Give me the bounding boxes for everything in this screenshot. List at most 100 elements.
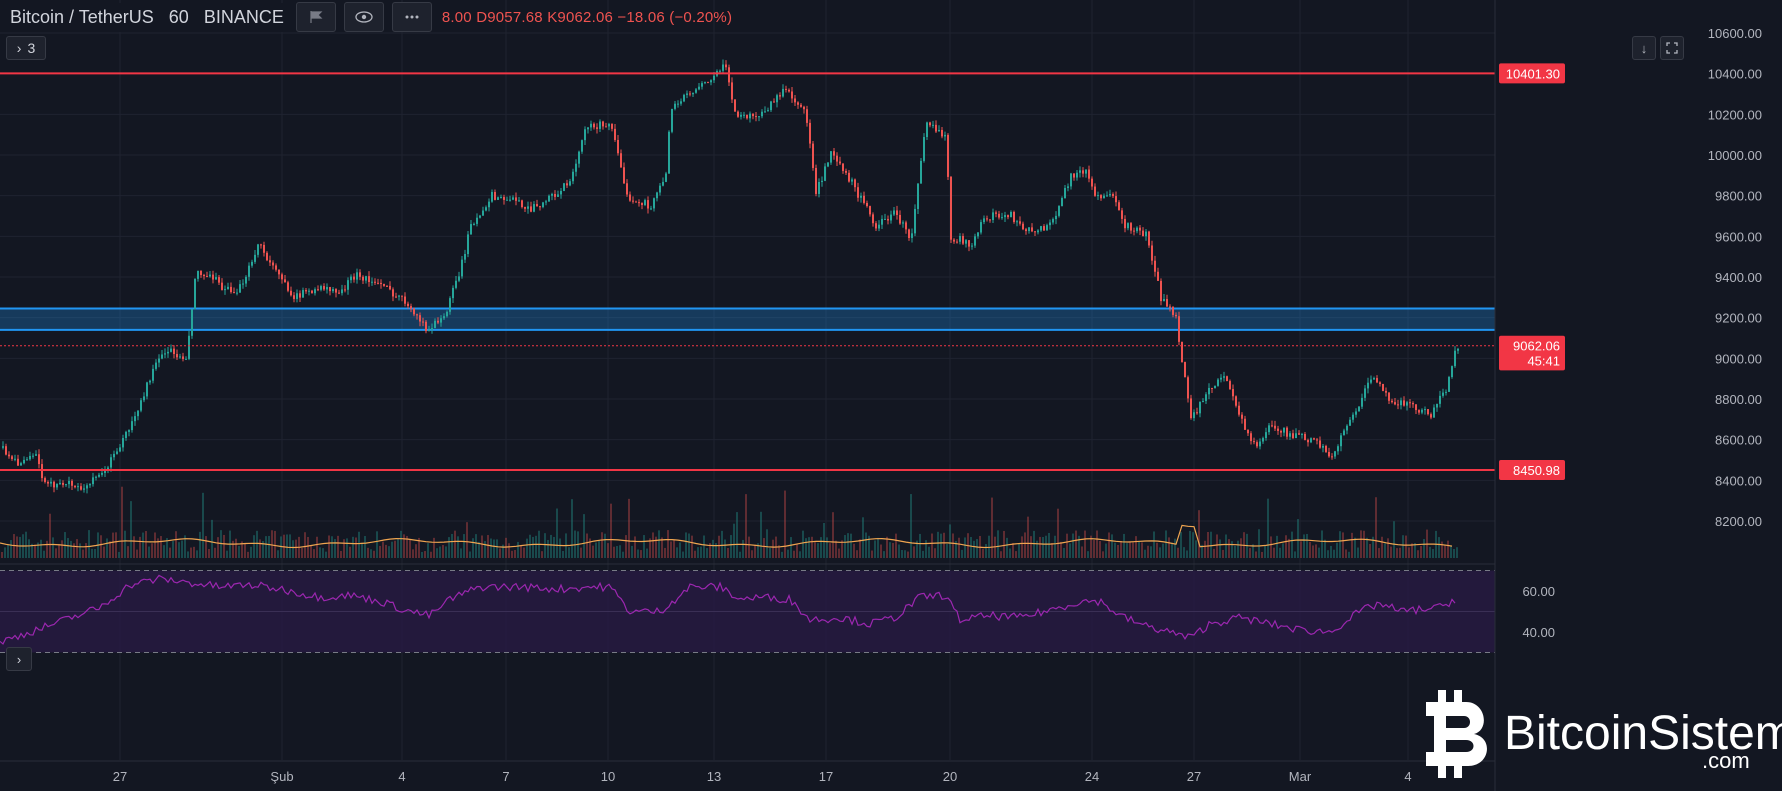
candle-body xyxy=(905,222,907,230)
volume-bar xyxy=(1333,549,1335,558)
volume-bar xyxy=(1039,536,1041,558)
volume-bar xyxy=(820,537,822,558)
candle-body xyxy=(485,207,487,211)
more-dots-icon[interactable] xyxy=(391,2,432,32)
volume-bar xyxy=(1264,545,1266,558)
volume-bar xyxy=(1189,530,1191,558)
volume-bar xyxy=(868,535,870,558)
flag-icon[interactable] xyxy=(295,2,336,32)
volume-bar xyxy=(454,530,456,558)
candle-body xyxy=(587,127,589,130)
volume-bar xyxy=(1132,542,1134,558)
volume-bar xyxy=(1072,533,1074,558)
candle-body xyxy=(722,64,724,71)
candle-body xyxy=(428,329,430,332)
volume-bar xyxy=(67,538,69,558)
volume-bar xyxy=(268,535,270,558)
candle-body xyxy=(725,64,727,68)
volume-bar xyxy=(1270,536,1272,558)
volume-bar xyxy=(181,540,183,558)
price-badge-label: 45:41 xyxy=(1527,353,1560,368)
candle-body xyxy=(467,234,469,255)
candle-body xyxy=(95,476,97,478)
price-tick-label: 9800.00 xyxy=(1715,189,1762,204)
candle-body xyxy=(281,274,283,280)
candle-body xyxy=(56,483,58,488)
candle-body xyxy=(1301,433,1303,435)
candle-body xyxy=(242,283,244,285)
candle-body xyxy=(104,470,106,473)
candle-body xyxy=(1034,231,1036,233)
candle-body xyxy=(161,354,163,359)
candle-body xyxy=(1262,438,1264,442)
collapsed-indicator-count: 3 xyxy=(27,40,36,56)
volume-bar xyxy=(226,550,228,558)
candle-body xyxy=(185,358,187,360)
rsi-tick-label: 60.00 xyxy=(1522,584,1555,599)
candle-body xyxy=(1154,260,1156,272)
candle-body xyxy=(638,202,640,204)
candle-body xyxy=(653,198,655,209)
scroll-to-latest-button[interactable]: ↓ xyxy=(1632,36,1656,60)
candle-body xyxy=(1046,225,1048,231)
candle-body xyxy=(1391,400,1393,403)
volume-bar xyxy=(889,542,891,558)
candle-body xyxy=(1316,439,1318,441)
volume-bar xyxy=(724,539,726,558)
candle-body xyxy=(599,121,601,129)
candle-body xyxy=(491,191,493,202)
candle-body xyxy=(434,320,436,329)
candle-body xyxy=(47,481,49,484)
volume-bar xyxy=(172,541,174,558)
candle-body xyxy=(989,219,991,221)
candle-body xyxy=(77,486,79,488)
price-tick-label: 10600.00 xyxy=(1708,26,1762,41)
volume-bar xyxy=(847,533,849,558)
candle-body xyxy=(806,109,808,123)
volume-bar xyxy=(109,541,111,558)
candle-body xyxy=(197,270,199,279)
rsi-collapse-button[interactable]: › xyxy=(6,647,32,671)
volume-bar xyxy=(1453,548,1455,558)
candle-body xyxy=(413,308,415,315)
volume-bar xyxy=(514,549,516,558)
volume-bar xyxy=(424,551,426,558)
volume-bar xyxy=(328,535,330,558)
volume-bar xyxy=(1396,548,1398,558)
volume-bar xyxy=(1153,531,1155,558)
volume-bar xyxy=(553,536,555,558)
candle-body xyxy=(110,457,112,468)
candle-body xyxy=(149,380,151,383)
volume-bar xyxy=(445,546,447,558)
volume-bar xyxy=(910,494,912,558)
candle-body xyxy=(233,292,235,294)
candle-body xyxy=(23,459,25,464)
volume-bar xyxy=(1162,543,1164,558)
volume-bar xyxy=(325,551,327,558)
fullscreen-button[interactable] xyxy=(1660,36,1684,60)
volume-bar xyxy=(256,530,258,558)
volume-bar xyxy=(250,546,252,558)
time-axis-label: Mar xyxy=(1289,769,1312,784)
candle-body xyxy=(164,353,166,355)
candle-body xyxy=(1109,194,1111,196)
candle-body xyxy=(1346,425,1348,431)
volume-bar xyxy=(403,534,405,558)
candle-body xyxy=(743,114,745,116)
volume-bar xyxy=(1180,532,1182,558)
candle-body xyxy=(809,122,811,144)
candle-body xyxy=(788,89,790,92)
volume-bar xyxy=(73,543,75,558)
indicators-collapse-button[interactable]: › 3 xyxy=(6,36,46,60)
volume-bar xyxy=(37,542,39,558)
candle-body xyxy=(2,446,4,448)
eye-icon[interactable] xyxy=(343,2,384,32)
symbol-title[interactable]: Bitcoin / TetherUS 60 BINANCE xyxy=(6,2,288,32)
volume-bar xyxy=(493,539,495,558)
candle-body xyxy=(1163,299,1165,302)
candle-body xyxy=(1295,433,1297,439)
candle-body xyxy=(554,194,556,197)
volume-bar xyxy=(475,534,477,558)
